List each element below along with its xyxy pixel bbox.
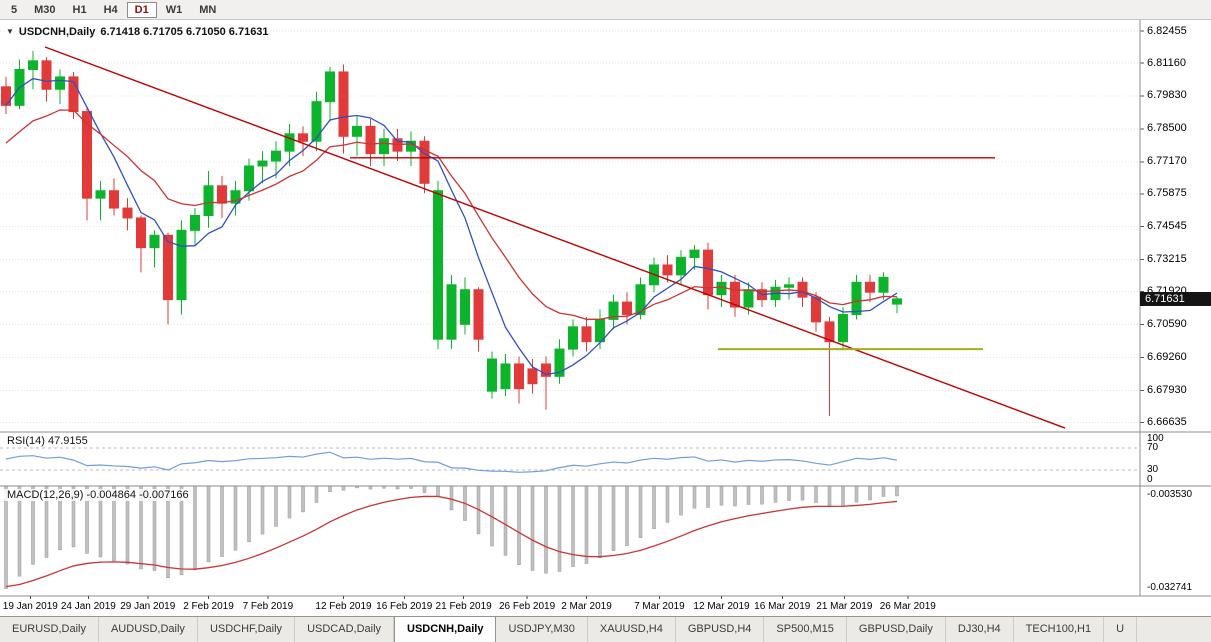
chart-tab-gbpusd-h4[interactable]: GBPUSD,H4	[676, 617, 765, 642]
chevron-down-icon[interactable]: ▼	[6, 26, 14, 36]
chart-tab-usdcad-daily[interactable]: USDCAD,Daily	[295, 617, 395, 642]
chart-tab-xauusd-h4[interactable]: XAUUSD,H4	[588, 617, 676, 642]
timeframe-button-m30[interactable]: M30	[34, 3, 56, 16]
macd-histogram	[4, 485, 899, 589]
rsi-line	[5, 451, 898, 473]
chart-tab-u[interactable]: U	[1104, 617, 1138, 642]
ma-slow-line	[5, 109, 898, 320]
chart-header: ▼ USDCNH,Daily 6.71418 6.71705 6.71050 6…	[6, 26, 269, 38]
timeframe-button-mn[interactable]: MN	[199, 3, 217, 16]
rsi-label: RSI(14) 47.9155	[4, 435, 91, 447]
chart-tab-gbpusd-daily[interactable]: GBPUSD,Daily	[847, 617, 946, 642]
timeframe-button-5[interactable]: 5	[11, 3, 18, 16]
chart-tab-sp500-m15[interactable]: SP500,M15	[764, 617, 847, 642]
chart-tab-usdcnh-daily[interactable]: USDCNH,Daily	[394, 617, 497, 642]
timeframe-button-d1[interactable]: D1	[126, 1, 157, 18]
chart-tab-usdchf-daily[interactable]: USDCHF,Daily	[198, 617, 296, 642]
price-gridlines	[0, 30, 1144, 423]
chart-symbol-label: USDCNH,Daily	[18, 26, 96, 38]
chart-tab-audusd-daily[interactable]: AUDUSD,Daily	[99, 617, 198, 642]
chart-tab-dj30-h4[interactable]: DJ30,H4	[946, 617, 1014, 642]
timeframe-button-w1[interactable]: W1	[165, 3, 183, 16]
chart-tab-eurusd-daily[interactable]: EURUSD,Daily	[0, 617, 99, 642]
chart-tabs-bar: EURUSD,Daily AUDUSD,Daily USDCHF,Daily USDC…	[0, 616, 1211, 642]
timeframe-toolbar: 5 M30 H1 H4 D1 W1 MN	[0, 0, 1211, 20]
timeframe-button-h1[interactable]: H1	[72, 3, 87, 16]
timeframe-button-h4[interactable]: H4	[103, 3, 118, 16]
ma-fast-line	[5, 77, 898, 376]
chart-tab-tech100-h1[interactable]: TECH100,H1	[1014, 617, 1105, 642]
macd-signal-line	[5, 495, 898, 588]
descending-trendline[interactable]	[44, 46, 1066, 429]
chart-ohlc-label: 6.71418 6.71705 6.71050 6.71631	[100, 26, 269, 38]
candlestick-series	[1, 50, 902, 416]
macd-label: MACD(12,26,9) -0.004864 -0.007166	[4, 489, 192, 501]
chart-tab-usdjpy-m30[interactable]: USDJPY,M30	[496, 617, 588, 642]
